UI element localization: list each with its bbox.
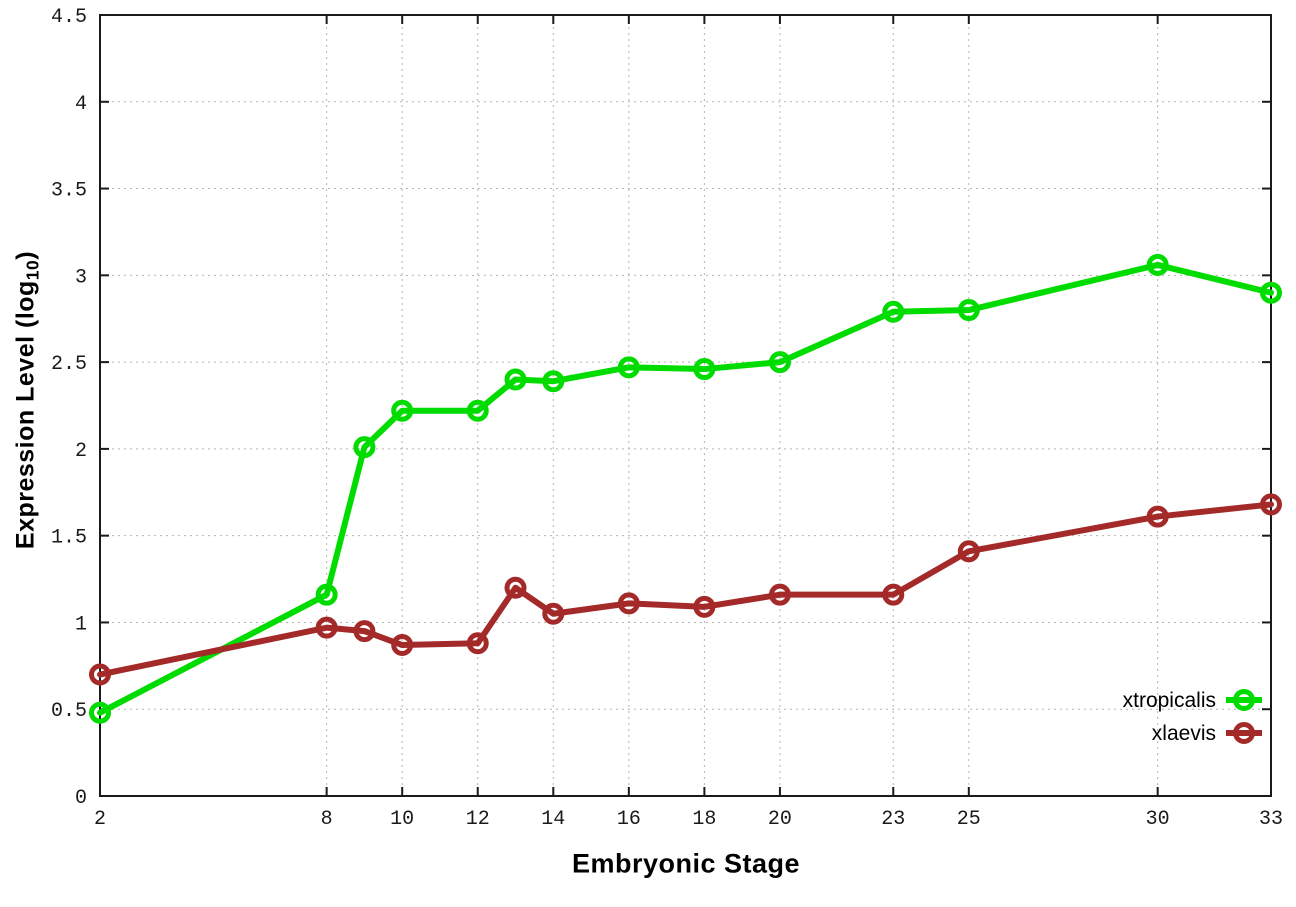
x-tick-label: 16 — [617, 808, 641, 831]
data-point-xlaevis — [315, 616, 338, 639]
legend-label-xtropicalis: xtropicalis — [1123, 689, 1216, 712]
data-point-xlaevis — [1260, 493, 1282, 516]
series-line-xlaevis — [97, 501, 1274, 678]
y-tick-label: 1 — [75, 613, 87, 636]
y-tick-label: 0 — [75, 787, 87, 810]
y-tick-label: 4.5 — [51, 6, 87, 29]
x-tick-label: 20 — [768, 808, 792, 831]
data-point-xtropicalis — [315, 583, 338, 606]
data-point-xtropicalis — [957, 299, 980, 322]
x-tick-label: 2 — [94, 808, 106, 831]
data-point-xtropicalis — [693, 358, 716, 381]
data-point-xlaevis — [391, 634, 414, 657]
x-axis-title-text: Embryonic Stage — [571, 848, 801, 879]
y-axis-title-text: Expression Level (log — [11, 280, 40, 550]
data-point-xlaevis — [957, 540, 980, 563]
data-point-xlaevis — [542, 602, 565, 625]
data-point-xtropicalis — [1146, 253, 1169, 276]
data-point-xlaevis — [693, 595, 716, 618]
data-point-xtropicalis — [542, 370, 565, 393]
data-point-xlaevis — [504, 576, 527, 599]
data-point-xlaevis — [353, 620, 376, 643]
data-point-xtropicalis — [768, 351, 791, 374]
x-tick-label: 18 — [692, 808, 716, 831]
y-axis-title-subscript: 10 — [22, 259, 43, 281]
x-axis-title: Embryonic Stage — [572, 849, 800, 880]
data-point-xlaevis — [768, 583, 791, 606]
data-point-xtropicalis — [391, 399, 414, 422]
legend-label-xlaevis: xlaevis — [1152, 722, 1216, 745]
x-tick-label: 33 — [1259, 808, 1283, 831]
y-tick-label: 4 — [75, 93, 87, 116]
x-tick-label: 12 — [466, 808, 490, 831]
data-point-xlaevis — [89, 663, 111, 686]
x-tick-label: 30 — [1146, 808, 1170, 831]
x-tick-label: 8 — [321, 808, 333, 831]
y-tick-label: 2.5 — [51, 353, 87, 376]
series-line-xtropicalis — [97, 261, 1274, 716]
y-tick-label: 0.5 — [51, 700, 87, 723]
y-axis-title-suffix: ) — [11, 250, 40, 260]
legend-sample-marker-xtropicalis — [1233, 689, 1255, 711]
y-tick-label: 3 — [75, 266, 87, 289]
data-point-xlaevis — [1146, 505, 1169, 528]
data-point-xlaevis — [617, 592, 640, 615]
data-point-xtropicalis — [466, 399, 489, 422]
data-point-xlaevis — [466, 632, 489, 655]
y-axis-title: Expression Level (log10) — [11, 250, 43, 550]
data-point-xlaevis — [882, 583, 905, 606]
plot-border — [99, 14, 1272, 797]
data-point-xtropicalis — [89, 701, 111, 724]
legend-sample-marker-xlaevis — [1233, 722, 1255, 744]
x-tick-label: 10 — [390, 808, 414, 831]
y-tick-label: 3.5 — [51, 180, 87, 203]
x-tick-label: 25 — [957, 808, 981, 831]
data-point-xtropicalis — [617, 356, 640, 379]
data-point-xtropicalis — [1260, 281, 1282, 304]
x-tick-label: 23 — [881, 808, 905, 831]
y-tick-label: 1.5 — [51, 527, 87, 550]
y-tick-label: 2 — [75, 440, 87, 463]
x-tick-label: 14 — [541, 808, 565, 831]
data-point-xtropicalis — [882, 300, 905, 323]
data-point-xtropicalis — [504, 368, 527, 391]
data-point-xtropicalis — [353, 436, 376, 459]
